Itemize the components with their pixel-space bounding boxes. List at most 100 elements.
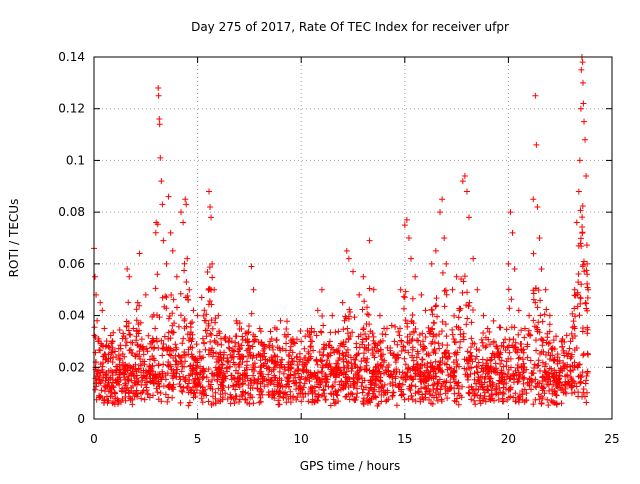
data-point: [421, 370, 428, 377]
data-point: [574, 363, 581, 370]
data-point: [550, 381, 557, 388]
data-point: [539, 318, 546, 325]
data-point: [150, 355, 157, 362]
data-point: [139, 358, 146, 365]
data-point: [217, 351, 224, 358]
data-point: [126, 273, 133, 280]
data-point: [128, 377, 135, 384]
data-point: [580, 100, 587, 107]
data-point: [398, 337, 405, 344]
data-point: [224, 395, 231, 402]
data-point: [258, 339, 265, 346]
data-point: [479, 362, 486, 369]
data-point: [227, 400, 234, 407]
data-point: [559, 344, 566, 351]
data-point: [100, 353, 107, 360]
data-point: [537, 297, 544, 304]
data-point: [130, 325, 137, 332]
data-point: [453, 273, 460, 280]
x-tick-label: 5: [194, 432, 202, 446]
data-point: [203, 333, 210, 340]
data-point: [476, 383, 483, 390]
data-point: [553, 392, 560, 399]
y-tick-label: 0.1: [66, 153, 85, 167]
data-point: [214, 355, 221, 362]
data-point: [497, 360, 504, 367]
data-point: [519, 374, 526, 381]
data-point: [437, 209, 444, 216]
data-point: [201, 340, 208, 347]
data-point: [161, 333, 168, 340]
data-point: [524, 379, 531, 386]
data-point: [313, 375, 320, 382]
data-point: [257, 364, 264, 371]
data-point: [360, 325, 367, 332]
data-point: [443, 260, 450, 267]
data-point: [431, 381, 438, 388]
data-point: [314, 307, 321, 314]
data-point: [406, 374, 413, 381]
data-point: [409, 311, 416, 318]
data-point: [519, 388, 526, 395]
data-point: [157, 374, 164, 381]
data-point: [409, 344, 416, 351]
data-point: [181, 267, 188, 274]
data-point: [530, 290, 537, 297]
data-point: [537, 312, 544, 319]
data-point: [136, 327, 143, 334]
data-point: [464, 348, 471, 355]
data-point: [369, 330, 376, 337]
data-point: [184, 255, 191, 262]
data-point: [250, 352, 257, 359]
data-point: [226, 363, 233, 370]
data-point: [567, 374, 574, 381]
data-point: [105, 388, 112, 395]
x-axis-label: GPS time / hours: [300, 459, 401, 473]
data-point: [250, 331, 257, 338]
data-point: [266, 344, 273, 351]
data-point: [319, 313, 326, 320]
data-point: [265, 376, 272, 383]
data-point: [283, 325, 290, 332]
data-point: [439, 196, 446, 203]
data-point: [466, 390, 473, 397]
data-point: [389, 379, 396, 386]
data-point: [397, 325, 404, 332]
data-point: [133, 306, 140, 313]
data-point: [378, 391, 385, 398]
data-point: [127, 339, 134, 346]
data-point: [173, 344, 180, 351]
data-point: [205, 383, 212, 390]
data-point: [422, 333, 429, 340]
data-point: [363, 345, 370, 352]
data-point: [358, 358, 365, 365]
data-point: [114, 380, 121, 387]
data-point: [454, 382, 461, 389]
data-point: [287, 399, 294, 406]
data-point: [384, 344, 391, 351]
data-point: [268, 377, 275, 384]
data-point: [394, 341, 401, 348]
data-point: [229, 382, 236, 389]
data-point: [584, 284, 591, 291]
data-point: [509, 229, 516, 236]
data-point: [431, 320, 438, 327]
data-point: [375, 365, 382, 372]
data-point: [127, 331, 134, 338]
data-point: [532, 376, 539, 383]
data-point: [551, 375, 558, 382]
data-point: [343, 358, 350, 365]
data-point: [554, 378, 561, 385]
data-point: [444, 388, 451, 395]
data-point: [477, 392, 484, 399]
data-point: [113, 368, 120, 375]
data-point: [261, 345, 268, 352]
data-point: [456, 307, 463, 314]
data-point: [407, 387, 414, 394]
data-point: [533, 384, 540, 391]
data-point: [205, 322, 212, 329]
data-point: [239, 359, 246, 366]
data-point: [504, 371, 511, 378]
data-point: [313, 332, 320, 339]
data-point: [307, 343, 314, 350]
